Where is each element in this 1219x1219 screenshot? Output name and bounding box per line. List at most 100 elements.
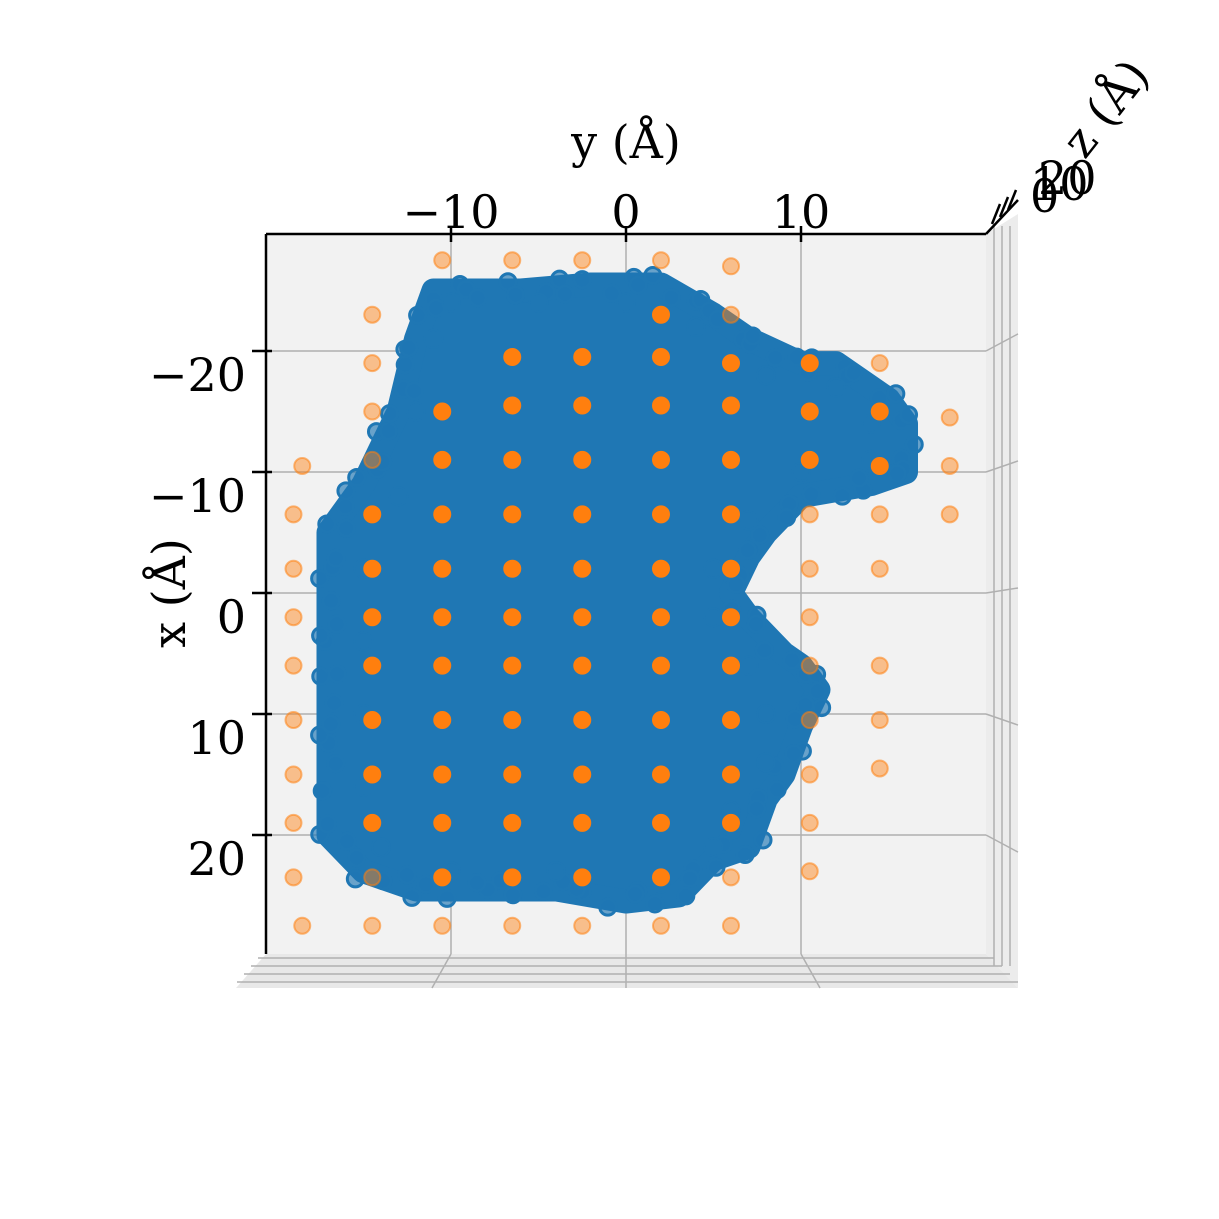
grid-point [284,711,303,730]
atom-point [625,884,645,904]
atom-point [747,799,767,819]
atom-point [321,591,341,611]
grid-point [722,711,740,730]
atom-point [750,525,770,545]
grid-point [433,608,452,627]
grid-point [722,305,740,324]
y-tick-labels: −20 −10 0 10 20 [149,348,246,886]
atom-point [380,404,400,424]
grid-point [363,813,382,832]
atom-point [467,873,487,893]
grid-point [870,456,889,475]
grid-point [503,608,522,627]
z-tick-mark [990,203,1002,225]
grid-point [433,402,452,421]
grid-point [800,402,819,421]
grid-point [284,559,303,578]
grid-point [722,916,740,935]
atom-point [503,885,523,905]
grid-point [800,656,819,675]
grid-point [503,765,522,784]
atom-point [765,348,785,368]
grid-point [722,559,740,578]
grid-point [363,656,382,675]
atom-point [661,288,681,308]
atom-point [347,468,367,488]
atom-point [336,518,356,538]
atom-point [904,434,924,454]
atom-point [345,869,365,889]
grid-point [363,916,382,935]
grid-point [870,354,889,373]
atom-point [326,754,346,774]
x-tick-label: 10 [772,185,831,239]
grid-point [652,450,670,469]
grid-point [800,711,819,730]
grid-point [293,456,312,475]
grid-point [503,868,522,887]
grid-point [363,305,382,324]
grid-point [363,765,382,784]
atom-point [753,830,773,850]
grid-point [870,559,889,578]
atom-point [546,861,566,882]
grid-point [573,765,592,784]
grid-point [363,559,382,578]
grid-point [940,408,959,427]
grid-point [652,813,670,832]
grid-point [363,868,382,887]
atom-point [317,514,337,534]
atom-point [335,496,355,516]
atom-point [746,614,766,634]
atom-point [312,781,332,801]
grid-point [573,813,592,832]
atom-point [406,401,426,422]
atom-point [404,381,424,401]
grid-point [800,450,819,469]
atom-point [327,614,347,634]
atom-point [321,714,341,734]
atom-point [777,507,797,527]
grid-point [503,450,522,469]
series-grid-points [284,251,959,935]
atom-point [388,486,409,507]
atom-point [899,405,919,425]
atom-point [628,275,648,295]
grid-point [433,656,452,675]
grid-point [503,711,522,730]
atom-point [347,848,367,868]
atom-point [402,887,422,907]
atom-point [602,283,622,303]
z-tick-label: 10 [1030,157,1089,211]
atom-point [399,338,419,358]
atom-point [795,695,815,715]
grid-point [722,608,740,627]
atom-point [353,631,374,652]
atom-point [337,831,357,851]
atom-point [801,484,821,504]
atom-point [767,779,787,799]
grid-point [652,559,670,578]
grid-point [573,396,592,415]
grid-point [433,813,452,832]
atom-point [416,874,436,894]
grid-point [363,450,382,469]
atom-point [735,844,755,864]
atom-point [784,744,804,764]
grid-point [503,348,522,367]
atom-point [832,486,852,506]
grid-point [284,868,303,887]
grid-point [573,916,592,935]
z-axis-line [985,199,1019,235]
bottom-pane [236,954,1018,988]
y-axis-label: x (Å) [141,538,196,648]
atom-point [643,265,663,285]
grid-point [503,396,522,415]
atom-point [528,292,549,313]
atom-point [318,814,338,834]
atom-point [726,574,746,594]
grid-point [652,305,670,324]
y-tick-label: −20 [149,348,246,402]
atom-point [708,309,728,329]
